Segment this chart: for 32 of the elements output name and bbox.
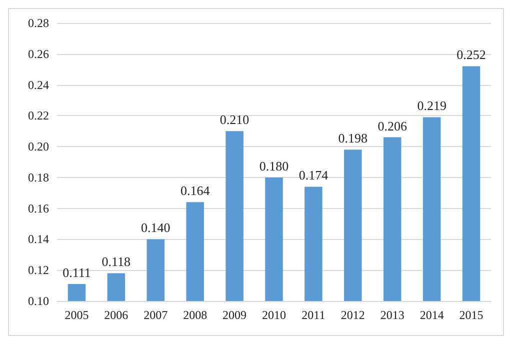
y-tick-label: 0.24 [28,78,49,92]
x-tick-label: 2009 [222,308,247,322]
data-label: 0.252 [456,47,486,62]
y-tick-label: 0.14 [28,232,49,246]
y-tick-label: 0.26 [28,46,49,61]
data-label: 0.118 [102,254,131,270]
y-tick-label: 0.28 [28,16,49,30]
y-tick-label: 0.10 [28,294,49,308]
data-label: 0.210 [220,112,250,128]
data-label: 0.180 [259,158,289,174]
x-tick-label: 2015 [459,308,484,322]
y-tick-label: 0.18 [28,170,49,184]
data-label: 0.206 [378,118,408,134]
x-tick-label: 2005 [64,308,89,322]
data-label: 0.219 [417,98,446,114]
data-label: 0.174 [298,168,329,183]
x-tick-label: 2014 [420,308,444,322]
x-tick-label: 2008 [183,308,208,322]
data-label: 0.111 [62,265,91,280]
x-tick-label: 2013 [380,308,404,322]
y-tick-label: 0.12 [28,263,49,278]
data-label: 0.164 [180,183,210,198]
y-tick-label: 0.16 [28,201,49,216]
x-tick-label: 2011 [302,308,326,322]
y-tick-label: 0.20 [28,140,49,154]
data-label: 0.140 [141,220,170,236]
x-tick-label: 2006 [104,308,128,322]
y-tick-label: 0.22 [28,108,49,123]
x-tick-label: 2007 [144,308,168,322]
data-label: 0.198 [338,130,368,146]
x-tick-label: 2012 [340,308,365,322]
x-tick-label: 2010 [262,308,286,322]
